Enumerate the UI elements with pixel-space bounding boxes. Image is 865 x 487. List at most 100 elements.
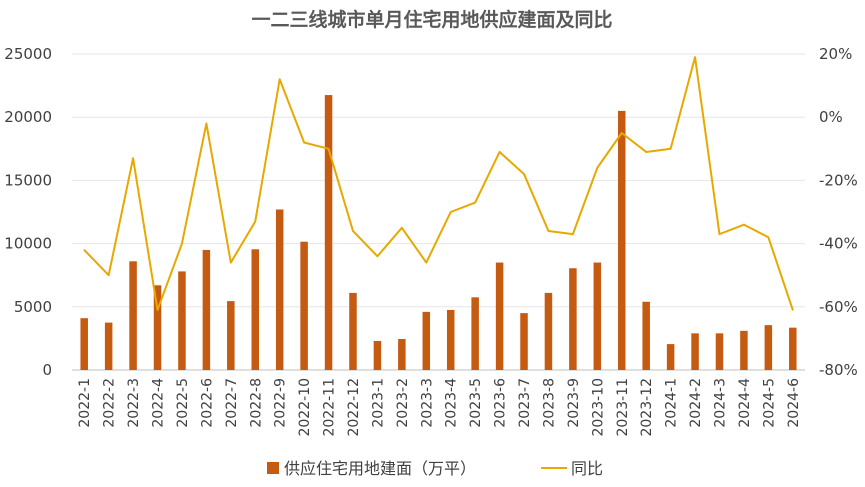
x-tick-label: 2022-2: [102, 378, 118, 428]
right-tick-label: 20%: [819, 45, 852, 63]
x-tick-label: 2023-7: [517, 378, 533, 428]
line-series: [83, 56, 794, 311]
left-tick-label: 15000: [4, 171, 52, 189]
bar-2023-11: [618, 110, 626, 370]
point-2023-9: [572, 233, 574, 235]
left-tick-label: 20000: [4, 108, 52, 126]
point-2022-6: [205, 122, 208, 125]
x-tick-label: 2023-10: [590, 378, 606, 437]
bar-2022-8: [251, 249, 259, 370]
x-tick-label: 2022-9: [273, 378, 289, 428]
bar-2024-4: [740, 330, 748, 370]
x-tick-label: 2022-5: [175, 378, 191, 428]
bar-2024-2: [691, 333, 699, 370]
bar-2022-6: [202, 249, 211, 370]
right-tick-label: -20%: [819, 171, 858, 189]
bar-2024-3: [715, 333, 724, 370]
bar-2022-7: [227, 301, 235, 370]
bar-2023-1: [373, 340, 382, 370]
point-2024-5: [767, 236, 770, 239]
point-2022-12: [352, 230, 354, 232]
bar-2022-2: [104, 322, 113, 370]
point-2023-1: [376, 255, 379, 258]
bar-2022-3: [129, 261, 137, 370]
x-tick-label: 2024-6: [786, 378, 802, 428]
x-tick-label: 2022-8: [248, 378, 264, 428]
bar-2022-10: [300, 241, 308, 370]
x-tick-label: 2023-5: [468, 378, 484, 428]
point-2023-11: [620, 132, 623, 134]
point-2022-1: [83, 249, 86, 251]
x-tick-label: 2024-4: [737, 378, 753, 428]
point-2022-11: [327, 148, 330, 150]
x-axis-ticks: 2022-1 2022-2 2022-3 2022-4 2022-5 2022-6 2022…: [77, 378, 802, 437]
right-tick-label: -60%: [819, 298, 858, 316]
point-2022-3: [132, 157, 134, 160]
x-tick-label: 2022-12: [346, 378, 362, 437]
legend-line-label: 同比: [571, 459, 603, 478]
point-2024-2: [694, 56, 696, 58]
bar-2024-5: [764, 325, 773, 370]
bar-2023-10: [593, 262, 602, 370]
bar-2023-4: [446, 309, 455, 370]
left-tick-label: 10000: [4, 235, 52, 253]
x-tick-label: 2022-11: [322, 378, 338, 437]
x-tick-label: 2023-2: [395, 378, 411, 428]
line-yoy: [83, 56, 794, 311]
point-2022-4: [156, 309, 159, 311]
right-axis-ticks: -80% -60% -40% -20% 0% 20%: [819, 45, 858, 379]
x-tick-label: 2024-2: [688, 378, 704, 428]
bar-2022-1: [80, 318, 88, 370]
x-tick-label: 2023-4: [444, 378, 460, 428]
point-2023-12: [645, 151, 647, 153]
point-2023-8: [547, 230, 550, 232]
point-2022-5: [181, 242, 183, 245]
legend-bar-swatch: [267, 462, 279, 474]
x-tick-label: 2022-3: [126, 378, 142, 428]
point-2023-4: [449, 211, 452, 213]
bar-2023-6: [495, 262, 504, 370]
point-2022-2: [107, 274, 110, 277]
bar-2023-3: [422, 311, 431, 370]
bar-2022-12: [349, 292, 357, 370]
point-2024-3: [718, 233, 721, 235]
x-tick-label: 2023-8: [541, 378, 557, 428]
point-2023-5: [474, 201, 476, 204]
x-tick-label: 2022-4: [151, 378, 167, 428]
legend-bar-label: 供应住宅用地建面（万平）: [284, 459, 476, 478]
x-tick-label: 2023-9: [566, 378, 582, 428]
bar-2023-7: [520, 313, 528, 370]
bar-2023-9: [569, 268, 577, 370]
x-tick-label: 2023-12: [639, 378, 655, 437]
bar-2023-12: [642, 301, 650, 370]
bar-series: [80, 95, 797, 370]
left-tick-label: 5000: [14, 298, 52, 316]
point-2023-3: [425, 261, 428, 264]
x-tick-label: 2022-10: [297, 378, 313, 437]
point-2022-8: [254, 220, 257, 223]
point-2023-10: [596, 166, 599, 169]
point-2024-4: [743, 223, 745, 226]
x-tick-label: 2023-6: [493, 378, 509, 428]
point-2022-10: [303, 141, 305, 144]
bar-2023-2: [398, 339, 406, 370]
point-2024-6: [791, 309, 794, 311]
x-tick-label: 2022-1: [77, 378, 93, 428]
point-2022-9: [278, 78, 281, 81]
x-tick-label: 2023-11: [615, 378, 631, 437]
chart-title: 一二三线城市单月住宅用地供应建面及同比: [251, 8, 612, 31]
x-tick-label: 2024-5: [761, 378, 777, 428]
x-tick-label: 2022-7: [224, 378, 240, 428]
bar-2024-1: [666, 344, 675, 370]
bar-2023-5: [471, 297, 479, 370]
bar-2024-6: [789, 327, 797, 370]
bar-2022-11: [324, 95, 333, 370]
x-tick-label: 2024-3: [712, 378, 728, 428]
bar-2023-8: [544, 292, 553, 370]
point-2023-6: [498, 151, 501, 153]
bar-2022-4: [153, 285, 162, 370]
right-tick-label: -80%: [819, 361, 858, 379]
x-tick-label: 2022-6: [199, 378, 215, 428]
point-2024-1: [669, 148, 672, 150]
